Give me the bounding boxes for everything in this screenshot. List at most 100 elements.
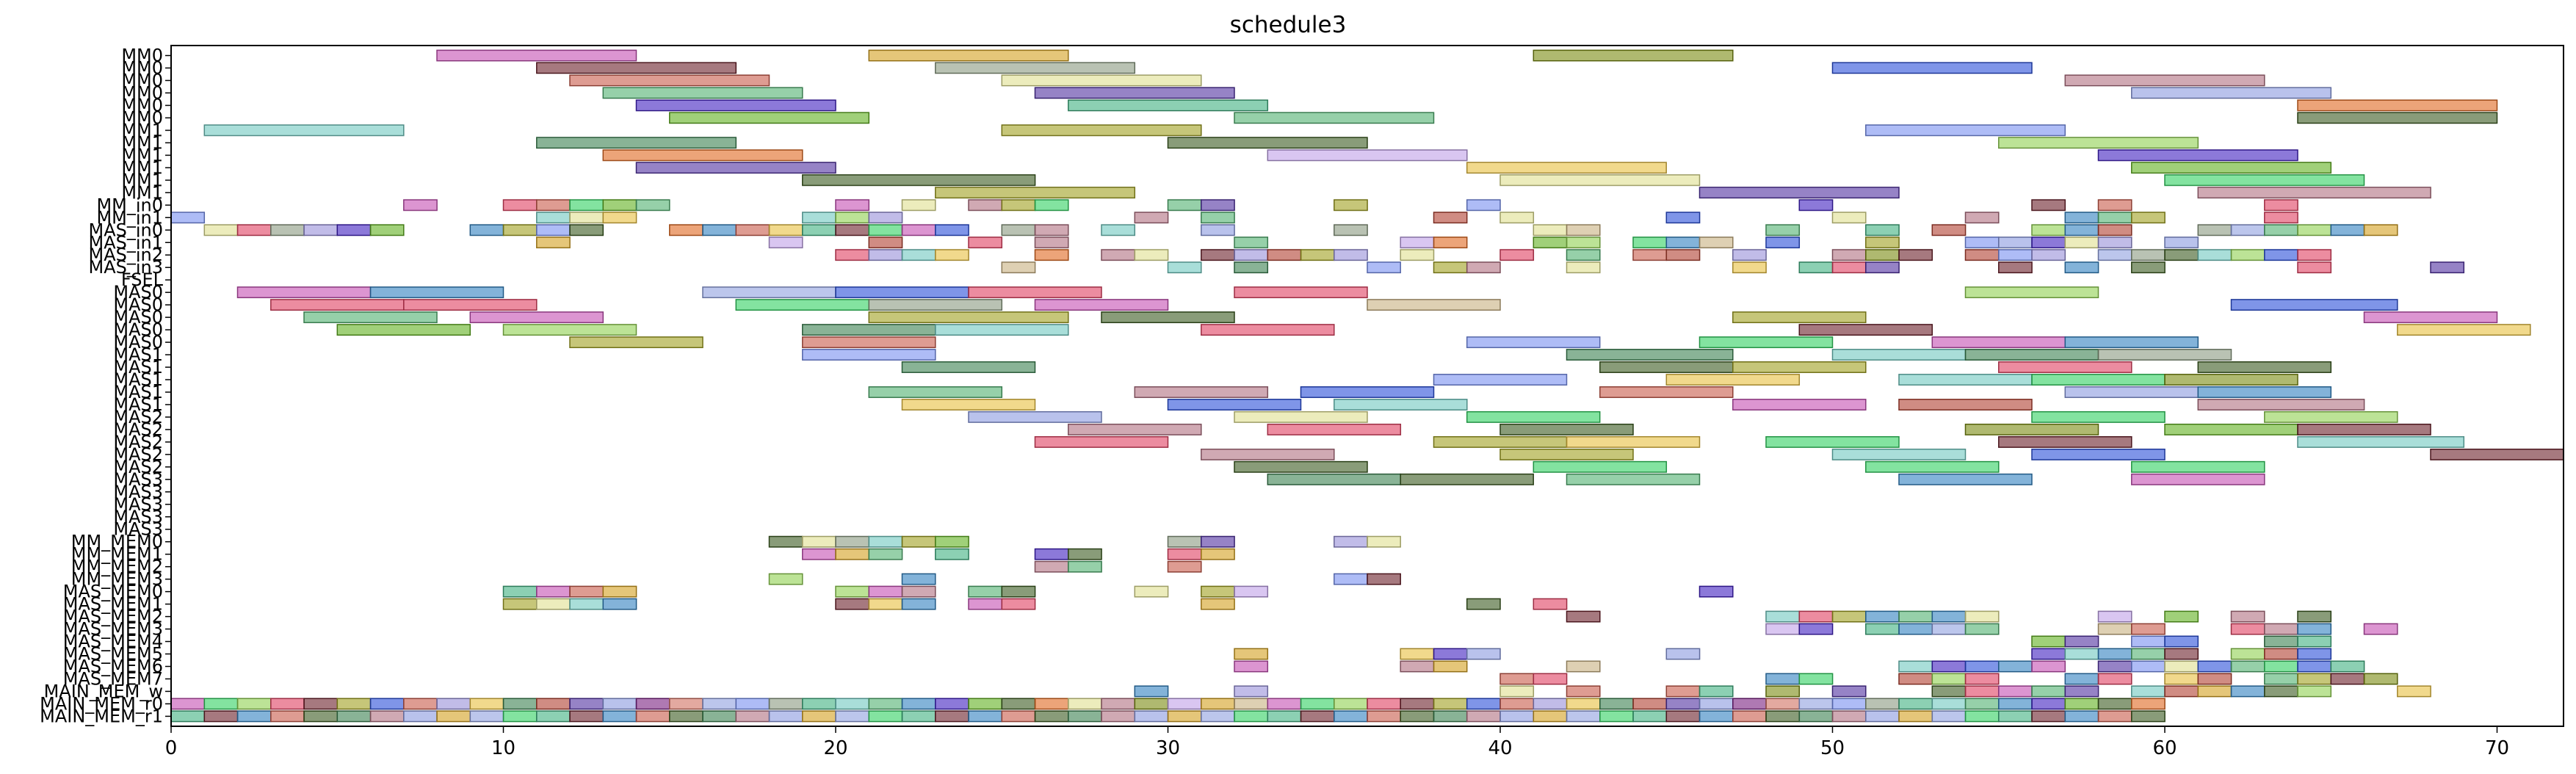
- task-bar-53-13: [602, 710, 637, 723]
- task-bar-44-2: [569, 598, 604, 610]
- task-bar-39-9: [1367, 535, 1401, 548]
- task-bar-19-1: [369, 286, 504, 299]
- task-bar-52-5: [336, 698, 372, 710]
- task-bar-12-12: [1201, 199, 1235, 211]
- task-bar-17-9: [1831, 261, 1867, 274]
- task-bar-52-11: [536, 698, 571, 710]
- task-bar-4-1: [1068, 99, 1269, 112]
- task-bar-45-11: [2297, 610, 2332, 623]
- task-bar-28-4: [1898, 399, 2033, 410]
- task-bar-15-4: [1034, 236, 1069, 249]
- task-bar-14-5: [369, 224, 405, 236]
- task-bar-44-1: [536, 598, 571, 610]
- task-bar-53-45: [1665, 710, 1701, 723]
- task-bar-51-5: [1698, 685, 1734, 698]
- task-bar-13-14: [2064, 211, 2099, 224]
- task-bar-48-12: [2297, 648, 2332, 660]
- task-bar-53-40: [1499, 710, 1535, 723]
- task-bar-52-16: [702, 698, 737, 710]
- task-bar-46-2: [1865, 623, 1900, 635]
- task-bar-44-6: [901, 598, 936, 610]
- task-bar-46-6: [2097, 623, 2132, 635]
- task-bar-52-48: [1765, 698, 1801, 710]
- task-bar-24-0: [802, 349, 936, 361]
- task-bar-49-13: [2230, 660, 2265, 673]
- task-bar-23-1: [802, 336, 936, 349]
- task-bar-48-7: [2097, 648, 2132, 660]
- task-bar-12-16: [2031, 199, 2066, 211]
- task-bar-43-7: [968, 585, 1003, 598]
- task-bar-40-3: [935, 548, 969, 560]
- task-bar-30-2: [1499, 423, 1634, 435]
- task-bar-53-44: [1632, 710, 1668, 723]
- task-bar-43-9: [1134, 585, 1169, 598]
- task-bar-43-11: [1234, 585, 1269, 598]
- task-bar-39-2: [835, 535, 870, 548]
- task-bar-26-0: [1433, 374, 1568, 386]
- task-bar-52-22: [901, 698, 936, 710]
- task-bar-46-1: [1798, 623, 1834, 635]
- task-bar-53-58: [2097, 710, 2132, 723]
- y-tick-label-43: MAS_MEM0: [63, 582, 163, 602]
- task-bar-1-1: [935, 62, 1136, 74]
- task-bar-16-13: [1499, 249, 1535, 261]
- task-bar-13-16: [2131, 211, 2166, 224]
- task-bar-53-30: [1167, 710, 1202, 723]
- task-bar-40-6: [1167, 548, 1202, 560]
- task-bar-14-26: [1765, 224, 1801, 236]
- task-bar-51-16: [2230, 685, 2265, 698]
- task-bar-25-2: [1732, 361, 1867, 373]
- task-bar-23-5: [2064, 336, 2199, 349]
- task-bar-15-18: [2064, 236, 2099, 249]
- task-bar-13-9: [1433, 211, 1468, 224]
- task-bar-31-1: [1433, 435, 1568, 448]
- task-bar-53-21: [868, 710, 903, 723]
- task-bar-15-20: [2164, 236, 2199, 249]
- task-bar-17-3: [1367, 261, 1401, 274]
- task-bar-46-4: [1931, 623, 1967, 635]
- task-bar-52-26: [1034, 698, 1069, 710]
- task-bar-17-13: [2131, 261, 2166, 274]
- task-bar-52-4: [303, 698, 339, 710]
- task-bar-17-12: [2064, 261, 2099, 274]
- task-bar-46-3: [1898, 623, 1933, 635]
- task-bar-51-17: [2264, 685, 2298, 698]
- task-bar-30-3: [1964, 423, 2099, 435]
- task-bar-14-20: [1034, 224, 1069, 236]
- task-bar-52-28: [1101, 698, 1136, 710]
- task-bar-47-5: [2297, 635, 2332, 648]
- task-bar-14-29: [2031, 224, 2066, 236]
- y-tick-label-23: MAS0: [113, 332, 163, 352]
- task-bar-2-1: [1001, 74, 1202, 87]
- task-bar-45-5: [1898, 610, 1933, 623]
- task-bar-44-3: [602, 598, 637, 610]
- task-bar-48-2: [1433, 648, 1468, 660]
- task-bar-25-4: [2197, 361, 2332, 373]
- task-bar-50-13: [2330, 673, 2365, 685]
- task-bar-5-2: [2297, 112, 2498, 124]
- y-tick-label-44: MAS_MEM1: [63, 594, 163, 615]
- task-bar-50-8: [2097, 673, 2132, 685]
- task-bar-28-1: [1167, 399, 1302, 410]
- task-bar-46-10: [2297, 623, 2332, 635]
- task-bar-14-16: [868, 224, 903, 236]
- task-bar-51-12: [2064, 685, 2099, 698]
- chart-title: schedule3: [1230, 12, 1347, 38]
- task-bar-14-12: [735, 224, 770, 236]
- task-bar-19-5: [1234, 286, 1368, 299]
- task-bar-53-17: [735, 710, 770, 723]
- task-bar-51-0: [1134, 685, 1169, 698]
- task-bar-42-0: [768, 573, 803, 585]
- task-bar-53-34: [1300, 710, 1335, 723]
- task-bar-12-0: [403, 199, 438, 211]
- task-bar-13-8: [1201, 211, 1235, 224]
- task-bar-23-0: [569, 336, 703, 349]
- task-bar-40-2: [868, 548, 903, 560]
- task-bar-39-4: [901, 535, 936, 548]
- task-bar-33-2: [1865, 460, 2000, 473]
- task-bar-40-4: [1034, 548, 1069, 560]
- task-bar-17-14: [2297, 261, 2332, 274]
- task-bar-12-1: [502, 199, 538, 211]
- task-bar-12-7: [901, 199, 936, 211]
